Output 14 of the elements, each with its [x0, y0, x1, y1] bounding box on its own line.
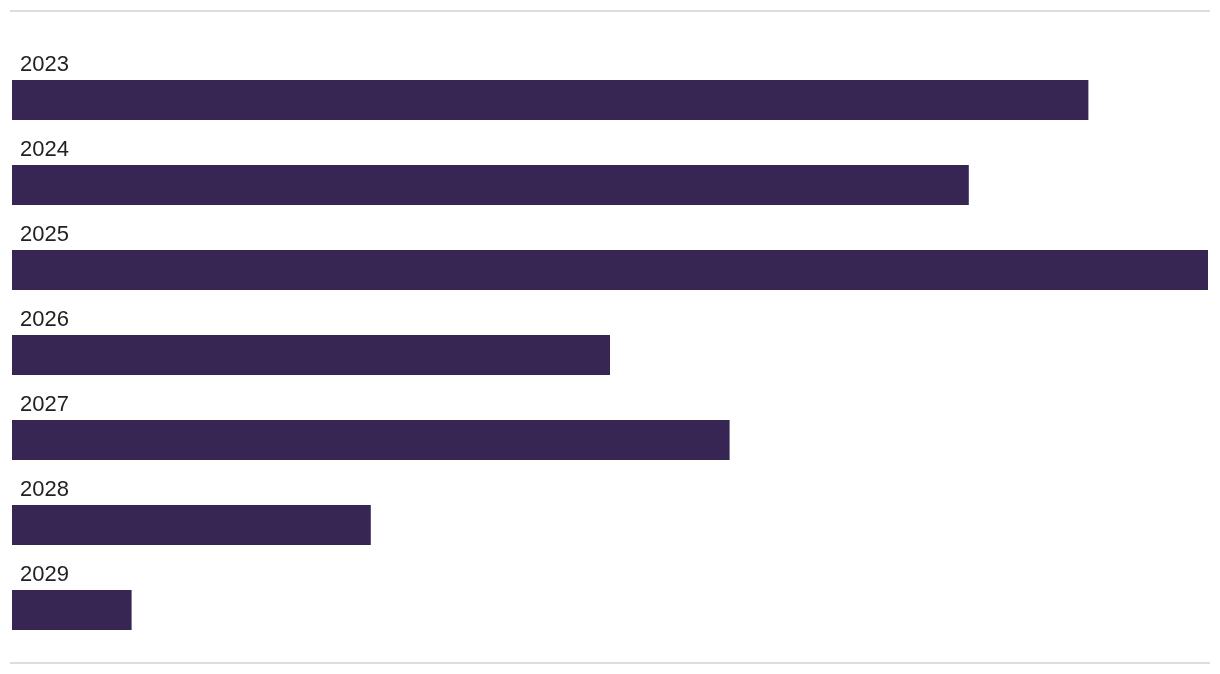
y-tick-label: 2027 — [20, 390, 69, 416]
y-tick-label: 2029 — [20, 560, 69, 586]
bar — [12, 335, 610, 375]
y-tick-label: 2026 — [20, 305, 69, 331]
y-tick-label: 2025 — [20, 220, 69, 246]
bar — [12, 80, 1089, 120]
y-tick-label: 2028 — [20, 475, 69, 501]
y-tick-label: 2024 — [20, 135, 69, 161]
bar — [12, 590, 132, 630]
bar — [12, 165, 969, 205]
y-tick-label: 2023 — [20, 50, 69, 76]
bar — [12, 505, 371, 545]
bar — [12, 250, 1208, 290]
bar — [12, 420, 730, 460]
